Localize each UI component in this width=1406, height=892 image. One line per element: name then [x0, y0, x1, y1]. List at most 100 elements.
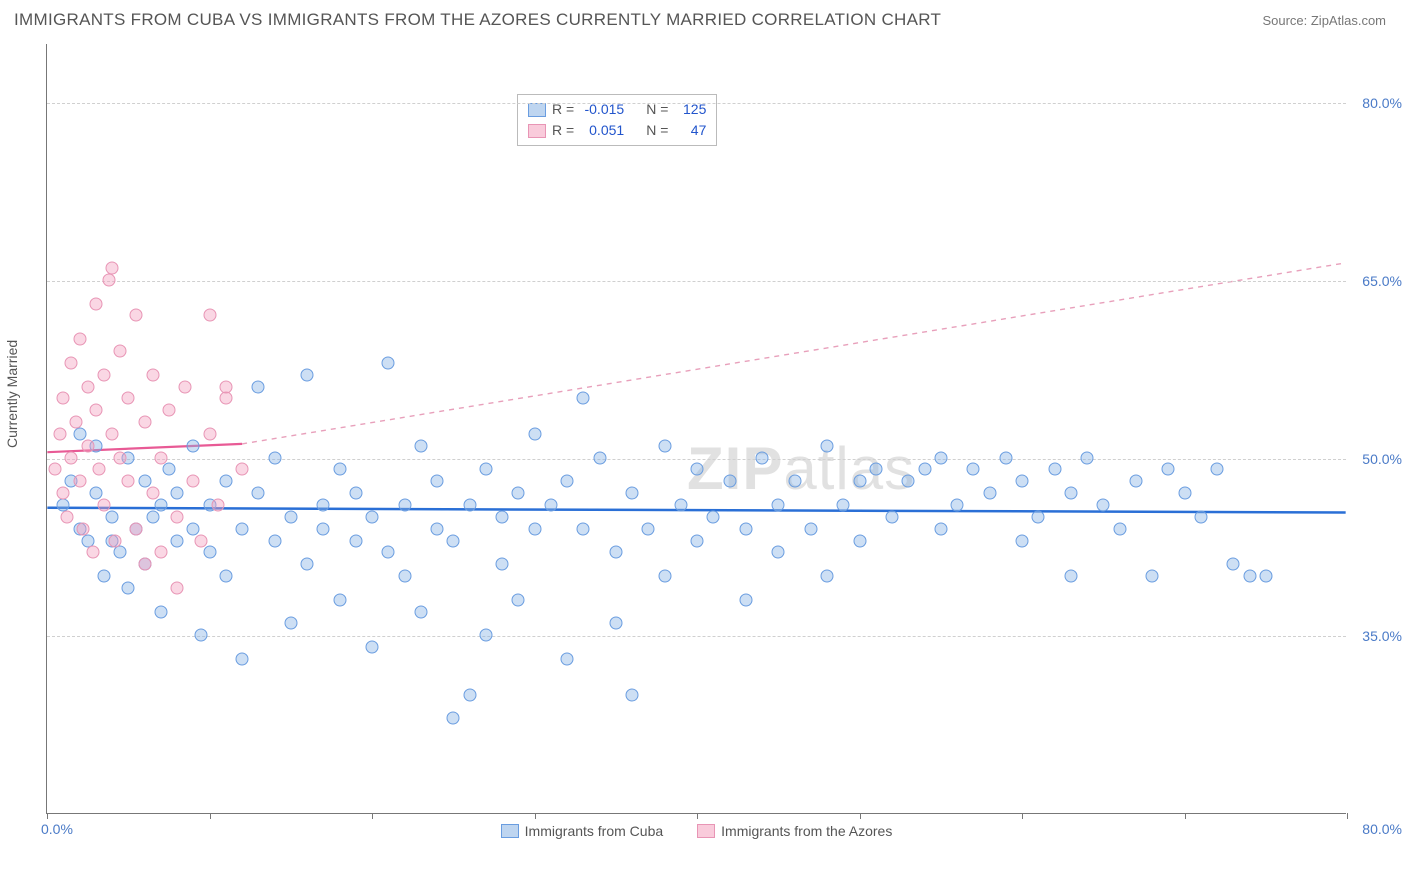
data-point — [691, 463, 704, 476]
data-point — [146, 487, 159, 500]
data-point — [146, 368, 159, 381]
data-point — [1016, 534, 1029, 547]
data-point — [463, 688, 476, 701]
legend-item: Immigrants from the Azores — [697, 823, 892, 839]
data-point — [97, 570, 110, 583]
data-point — [146, 510, 159, 523]
data-point — [171, 581, 184, 594]
data-point — [76, 522, 89, 535]
data-point — [902, 475, 915, 488]
data-point — [236, 653, 249, 666]
data-point — [195, 629, 208, 642]
n-label: N = — [646, 99, 668, 120]
data-point — [102, 273, 115, 286]
data-point — [89, 404, 102, 417]
data-point — [609, 617, 622, 630]
data-point — [179, 380, 192, 393]
data-point — [512, 487, 525, 500]
data-point — [934, 451, 947, 464]
data-point — [414, 605, 427, 618]
data-point — [398, 570, 411, 583]
data-point — [934, 522, 947, 535]
data-point — [317, 522, 330, 535]
data-point — [138, 416, 151, 429]
data-point — [772, 546, 785, 559]
data-point — [463, 499, 476, 512]
gridline — [47, 459, 1346, 460]
data-point — [626, 688, 639, 701]
stats-row: R =-0.015N =125 — [528, 99, 706, 120]
data-point — [447, 534, 460, 547]
data-point — [203, 427, 216, 440]
x-axis-max-label: 80.0% — [1362, 821, 1402, 837]
data-point — [171, 510, 184, 523]
data-point — [130, 522, 143, 535]
data-point — [252, 487, 265, 500]
data-point — [236, 463, 249, 476]
data-point — [60, 510, 73, 523]
data-point — [447, 712, 460, 725]
data-point — [268, 534, 281, 547]
data-point — [739, 593, 752, 606]
data-point — [114, 451, 127, 464]
n-label: N = — [646, 120, 668, 141]
data-point — [187, 439, 200, 452]
data-point — [707, 510, 720, 523]
data-point — [723, 475, 736, 488]
data-point — [1211, 463, 1224, 476]
r-label: R = — [552, 120, 574, 141]
data-point — [106, 427, 119, 440]
data-point — [691, 534, 704, 547]
data-point — [187, 522, 200, 535]
data-point — [89, 487, 102, 500]
data-point — [138, 475, 151, 488]
data-point — [951, 499, 964, 512]
data-point — [528, 522, 541, 535]
data-point — [1243, 570, 1256, 583]
data-point — [219, 392, 232, 405]
data-point — [89, 297, 102, 310]
data-point — [122, 581, 135, 594]
data-point — [203, 309, 216, 322]
data-point — [81, 439, 94, 452]
data-point — [999, 451, 1012, 464]
data-point — [886, 510, 899, 523]
data-point — [853, 475, 866, 488]
data-point — [54, 427, 67, 440]
data-point — [219, 570, 232, 583]
data-point — [106, 510, 119, 523]
data-point — [1097, 499, 1110, 512]
data-point — [106, 262, 119, 275]
data-point — [171, 534, 184, 547]
data-point — [203, 546, 216, 559]
r-value: -0.015 — [580, 99, 624, 120]
data-point — [496, 558, 509, 571]
data-point — [414, 439, 427, 452]
data-point — [65, 356, 78, 369]
data-point — [431, 522, 444, 535]
data-point — [349, 487, 362, 500]
data-point — [162, 404, 175, 417]
x-tick — [210, 813, 211, 819]
chart-title: IMMIGRANTS FROM CUBA VS IMMIGRANTS FROM … — [14, 10, 941, 30]
data-point — [1129, 475, 1142, 488]
legend-swatch — [528, 103, 546, 117]
x-tick — [697, 813, 698, 819]
data-point — [138, 558, 151, 571]
data-point — [479, 463, 492, 476]
data-point — [49, 463, 62, 476]
data-point — [284, 617, 297, 630]
data-point — [577, 392, 590, 405]
data-point — [317, 499, 330, 512]
data-point — [983, 487, 996, 500]
data-point — [756, 451, 769, 464]
data-point — [154, 451, 167, 464]
data-point — [561, 653, 574, 666]
gridline — [47, 103, 1346, 104]
data-point — [1048, 463, 1061, 476]
data-point — [626, 487, 639, 500]
data-point — [333, 463, 346, 476]
data-point — [73, 333, 86, 346]
data-point — [122, 392, 135, 405]
legend-swatch — [697, 824, 715, 838]
